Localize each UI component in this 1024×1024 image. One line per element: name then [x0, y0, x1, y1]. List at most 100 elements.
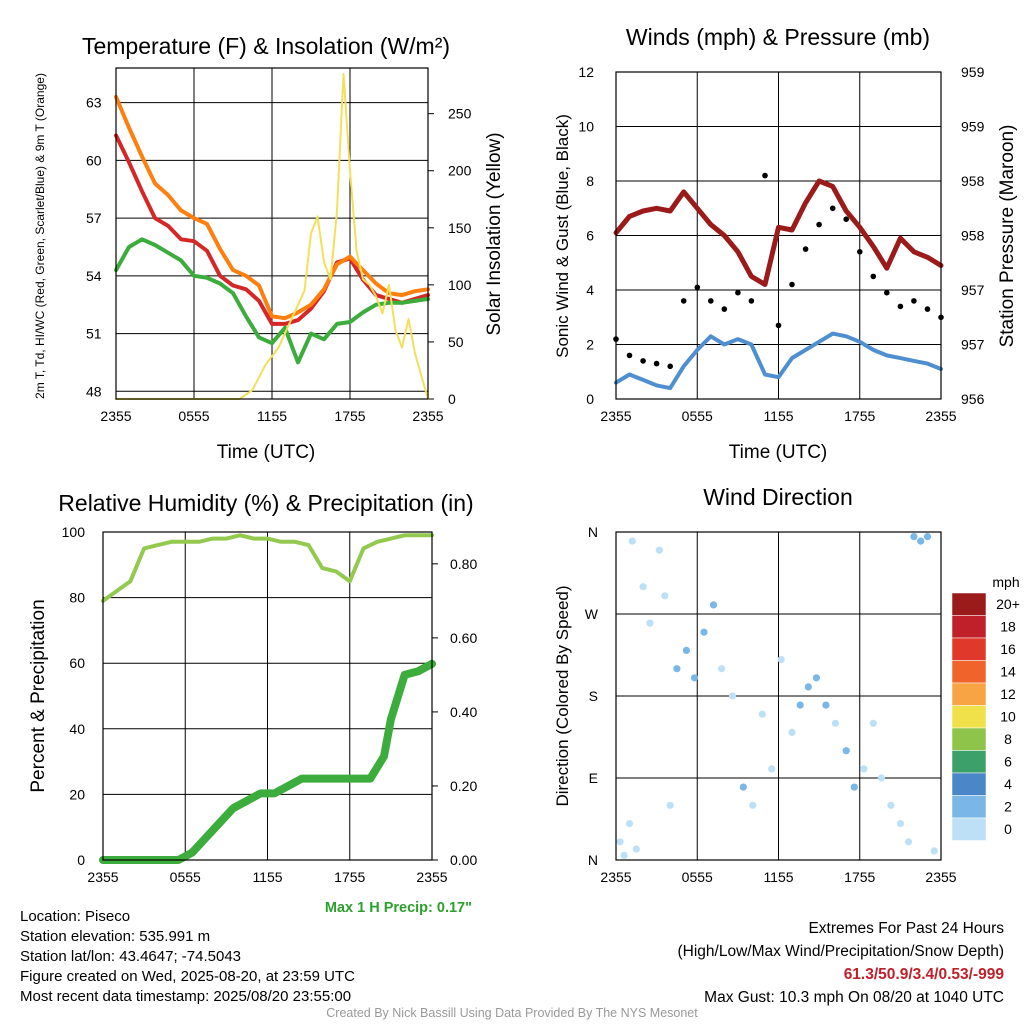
gust-point [857, 249, 863, 255]
colorbar-label: 4 [1004, 776, 1012, 792]
pressure-tick-label: 956 [961, 391, 985, 407]
direction-point [673, 665, 681, 673]
recent-data-text: Most recent data timestamp: 2025/08/20 2… [20, 988, 352, 1005]
temp-series-line [114, 94, 430, 321]
direction-point [923, 533, 932, 541]
direction-point [796, 701, 804, 709]
direction-point [869, 719, 877, 727]
direction-point [632, 845, 640, 853]
max-gust-text: Max Gust: 10.3 mph On 08/20 at 1040 UTC [704, 989, 1004, 1006]
direction-point [758, 710, 766, 718]
temp-ytick-label: 60 [86, 152, 102, 168]
gust-point [748, 298, 755, 304]
precip-tick-label: 0.60 [450, 630, 477, 646]
gust-point [924, 306, 931, 312]
colorbar-label: 2 [1004, 799, 1012, 815]
dir-ytick-label: N [588, 524, 598, 540]
rh-ytick-label: 80 [69, 590, 85, 606]
direction-point [728, 692, 737, 700]
wind-xtick-label: 1155 [763, 408, 793, 424]
dir-xtick-label: 0555 [682, 869, 713, 885]
elevation-text: Station elevation: 535.991 m [20, 928, 211, 945]
temperature-panel: 48 51 54 57 60 63 0 50 100 150 200 250 2355 0555 1155 1… [33, 33, 505, 463]
pressure-tick-label: 957 [961, 337, 985, 353]
pressure-tick-label: 959 [961, 64, 985, 80]
colorbar-label: 12 [1000, 686, 1016, 702]
insolation-tick-label: 200 [448, 163, 472, 179]
wind-ytick-label: 12 [578, 64, 594, 80]
rh-ytick-label: 60 [69, 655, 85, 671]
temp-xtick-label: 1155 [257, 408, 287, 424]
direction-point [666, 801, 674, 809]
rh-ytick-label: 40 [69, 721, 85, 737]
insolation-ylabel: Solar Insolation (Yellow) [484, 132, 505, 335]
pressure-tick-label: 959 [961, 119, 985, 135]
direction-point [930, 847, 938, 855]
gust-point [870, 273, 877, 280]
temp-title: Temperature (F) & Insolation (W/m²) [82, 33, 450, 59]
wind-ytick-label: 6 [586, 228, 594, 244]
direction-point [917, 537, 925, 545]
colorbar-label: 14 [1000, 664, 1016, 680]
direction-point [718, 665, 726, 673]
direction-point [887, 801, 895, 809]
colorbar-swatch [951, 592, 987, 616]
wind-plot-frame [615, 71, 942, 400]
rh-ytick-label: 20 [69, 786, 85, 802]
gust-point [721, 306, 728, 312]
pressure-tick-label: 958 [961, 173, 985, 189]
direction-point [700, 628, 708, 636]
latlon-text: Station lat/lon: 43.4647; -74.5043 [20, 948, 242, 965]
rh-xtick-label: 1755 [334, 869, 365, 885]
rh-ytick-label: 100 [62, 524, 86, 540]
wind-xtick-label: 2355 [600, 408, 631, 424]
direction-point [877, 774, 886, 782]
dir-xtick-label: 2355 [600, 869, 631, 885]
direction-point [690, 674, 699, 682]
colorbar-swatch [951, 772, 987, 796]
direction-point [850, 783, 858, 791]
precipitation-line [99, 659, 436, 864]
temp-ytick-label: 63 [86, 95, 102, 111]
wind-ytick-label: 8 [586, 173, 594, 189]
gust-point [789, 281, 795, 288]
direction-point [804, 683, 812, 691]
colorbar-label: 16 [1000, 641, 1016, 657]
temp-ytick-label: 51 [86, 326, 102, 342]
humidity-line [101, 533, 434, 603]
temp-ytick-label: 57 [86, 210, 102, 226]
colorbar-swatch [951, 682, 987, 706]
extremes-legend: (High/Low/Max Wind/Precipitation/Snow De… [677, 943, 1005, 960]
wind-xtick-label: 2355 [925, 408, 956, 424]
insolation-tick-label: 50 [448, 334, 464, 350]
gust-point [843, 216, 849, 222]
colorbar-swatch [951, 750, 987, 774]
dir-ytick-label: E [589, 770, 598, 786]
colorbar-label: 10 [1000, 709, 1016, 725]
rh-xtick-label: 1155 [252, 869, 282, 885]
temp-series-line [115, 72, 429, 400]
temp-ylabel: 2m T, Td, HI/WC (Red, Green, Scarlet/Blu… [33, 73, 47, 399]
direction-point [620, 851, 628, 860]
direction-point [812, 674, 821, 682]
direction-point [646, 619, 654, 627]
wind-ytick-label: 2 [586, 337, 594, 353]
dir-ytick-label: S [589, 688, 598, 704]
precip-tick-label: 0.40 [450, 704, 477, 720]
insolation-tick-label: 150 [448, 220, 472, 236]
pressure-tick-label: 958 [961, 228, 985, 244]
temp-ytick-label: 54 [86, 268, 102, 284]
extremes-box: Extremes For Past 24 Hours (High/Low/Max… [678, 917, 1005, 1009]
colorbar-swatch [951, 727, 987, 751]
rh-ytick-label: 0 [77, 852, 85, 868]
temp-xtick-label: 0555 [178, 408, 209, 424]
direction-point [616, 838, 624, 846]
direction-point [639, 583, 647, 591]
temp-plot-frame [115, 67, 429, 400]
dir-plot-frame [615, 531, 942, 861]
credit-text: Created By Nick Bassill Using Data Provi… [326, 1006, 698, 1020]
precip-tick-label: 0.00 [450, 852, 477, 868]
direction-point [842, 747, 850, 755]
rh-xtick-label: 2355 [87, 869, 118, 885]
